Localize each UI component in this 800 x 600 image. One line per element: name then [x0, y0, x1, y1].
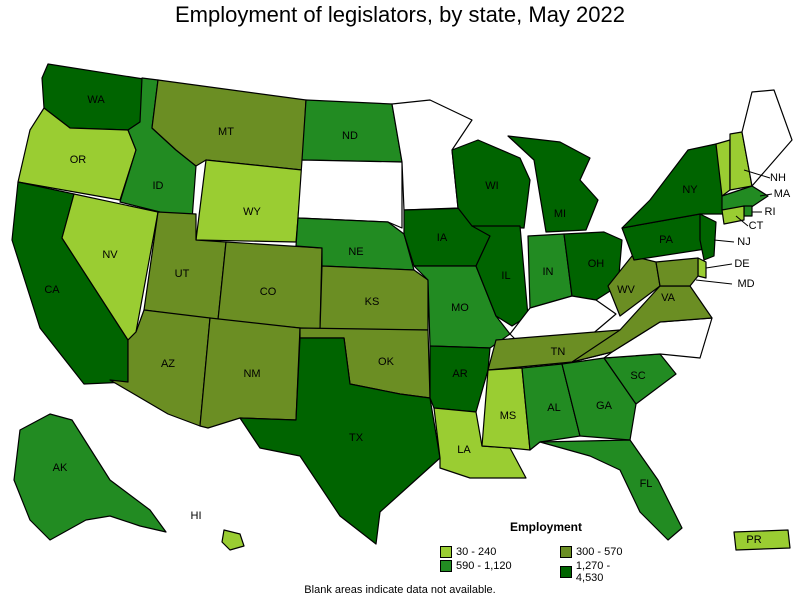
state-al[interactable]	[521, 363, 581, 451]
legend-item: 1,270 - 4,530	[560, 560, 640, 584]
state-label-sc: SC	[630, 370, 645, 382]
state-wi[interactable]	[451, 139, 531, 229]
state-label-az: AZ	[161, 358, 175, 370]
state-label-hi: HI	[191, 510, 202, 522]
state-label-in: IN	[543, 266, 554, 278]
state-label-pr: PR	[746, 534, 761, 546]
state-tx[interactable]	[239, 337, 441, 545]
state-label-il: IL	[501, 270, 510, 282]
state-label-ks: KS	[365, 296, 380, 308]
state-label-pa: PA	[659, 234, 674, 246]
state-label-tx: TX	[349, 432, 364, 444]
state-label-md: MD	[737, 278, 754, 290]
state-label-wi: WI	[485, 180, 498, 192]
state-la[interactable]	[433, 407, 527, 479]
state-label-or: OR	[70, 154, 87, 166]
state-fl[interactable]	[539, 439, 683, 541]
state-md[interactable]	[655, 257, 699, 287]
state-label-ne: NE	[348, 246, 363, 258]
legend-label: 590 - 1,120	[456, 560, 512, 572]
state-label-tn: TN	[551, 346, 566, 358]
state-label-ok: OK	[378, 356, 395, 368]
state-label-fl: FL	[640, 478, 653, 490]
state-label-nh: NH	[770, 172, 786, 184]
legend-swatch	[560, 546, 572, 558]
state-label-mt: MT	[218, 126, 234, 138]
state-label-mo: MO	[451, 302, 469, 314]
state-ny[interactable]	[621, 143, 727, 229]
state-ga[interactable]	[561, 357, 637, 441]
state-label-al: AL	[547, 402, 560, 414]
state-label-ar: AR	[452, 368, 467, 380]
legend-item: 590 - 1,120	[440, 560, 512, 572]
state-label-nd: ND	[342, 130, 358, 142]
map-title: Employment of legislators, by state, May…	[175, 2, 625, 27]
state-mi[interactable]	[507, 135, 599, 233]
state-label-ms: MS	[500, 410, 517, 422]
state-label-ri: RI	[765, 206, 776, 218]
state-label-wy: WY	[243, 206, 261, 218]
state-label-la: LA	[457, 444, 471, 456]
state-label-nv: NV	[102, 249, 118, 261]
leader-line-md	[695, 279, 733, 285]
leader-line-ct	[735, 215, 749, 227]
leader-line-nj	[713, 239, 735, 243]
state-label-ny: NY	[682, 184, 698, 196]
legend-label: 300 - 570	[576, 546, 623, 558]
state-label-co: CO	[260, 286, 277, 298]
state-label-de: DE	[734, 258, 749, 270]
state-label-ut: UT	[175, 268, 190, 280]
state-ak[interactable]	[13, 413, 167, 541]
footnote: Blank areas indicate data not available.	[304, 584, 496, 596]
state-label-va: VA	[661, 292, 676, 304]
legend-item: 300 - 570	[560, 546, 622, 558]
state-label-mi: MI	[554, 208, 566, 220]
state-il[interactable]	[471, 225, 529, 327]
legend-title: Employment	[510, 520, 583, 534]
legend-item: 30 - 240	[440, 546, 496, 558]
state-wy[interactable]	[195, 159, 303, 243]
legend-label: 30 - 240	[456, 546, 497, 558]
state-ri[interactable]	[743, 205, 753, 217]
state-label-ca: CA	[44, 284, 60, 296]
state-label-ak: AK	[53, 462, 68, 474]
state-hi[interactable]	[221, 529, 245, 551]
legend-swatch	[560, 566, 572, 578]
state-de[interactable]	[697, 257, 707, 279]
legend: Employment 30 - 240 300 - 570 590 - 1,12…	[440, 520, 640, 584]
state-sd[interactable]	[297, 159, 403, 229]
state-label-wa: WA	[87, 94, 105, 106]
legend-swatch	[440, 546, 452, 558]
state-ms[interactable]	[481, 367, 531, 451]
state-ks[interactable]	[319, 265, 429, 331]
state-label-nj: NJ	[737, 236, 750, 248]
state-ct[interactable]	[721, 205, 745, 225]
state-va[interactable]	[571, 285, 713, 363]
state-label-ct: CT	[749, 220, 764, 232]
state-label-id: ID	[153, 180, 164, 192]
state-label-oh: OH	[588, 258, 605, 270]
leader-line-ma	[759, 193, 773, 197]
state-me[interactable]	[741, 89, 793, 187]
state-pr[interactable]	[733, 529, 791, 551]
state-label-nm: NM	[243, 368, 260, 380]
state-ma[interactable]	[721, 185, 769, 211]
state-labels: WA OR CA NV ID MT WY UT CO AZ NM ND NE KS OK TX IA MO AR LA…	[44, 94, 791, 546]
state-label-ga: GA	[596, 400, 613, 412]
state-label-wv: WV	[617, 284, 635, 296]
leader-line-nh	[743, 169, 771, 179]
state-nj[interactable]	[699, 213, 717, 261]
state-label-ia: IA	[437, 232, 448, 244]
state-label-ma: MA	[774, 188, 791, 200]
legend-swatch	[440, 560, 452, 572]
leader-line-de	[705, 263, 733, 269]
legend-label: 1,270 - 4,530	[575, 560, 611, 584]
